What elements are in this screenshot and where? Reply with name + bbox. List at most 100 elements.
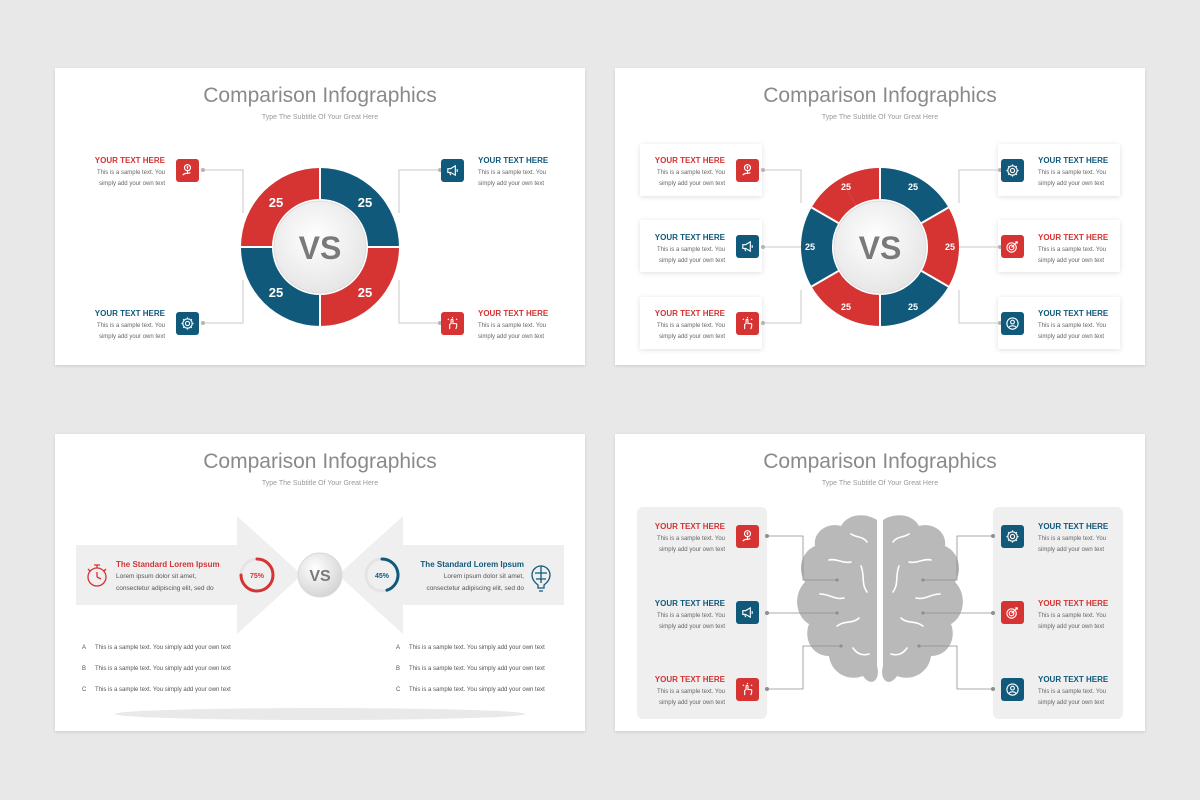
right-percent-arc: [380, 557, 400, 592]
text-block: YOUR TEXT HERE This is a sample text. Yo…: [478, 309, 585, 343]
vs-donut: VS 25 25 25 25: [241, 168, 399, 326]
text-block-line: This is a sample text. You: [1038, 536, 1107, 542]
segment-value: 25: [269, 285, 283, 300]
vs-label: VS: [859, 230, 902, 266]
target-icon: [1001, 235, 1024, 258]
text-block-line: simply add your own text: [1038, 258, 1105, 264]
text-block-heading: YOUR TEXT HERE: [94, 309, 165, 318]
slide-title: Comparison Infographics: [763, 450, 997, 473]
row-letter: C: [396, 687, 401, 693]
text-block: YOUR TEXT HERE This is a sample text. Yo…: [55, 309, 165, 343]
text-block: YOUR TEXT HERE This is a sample text. Yo…: [478, 156, 585, 190]
slide-title: Comparison Infographics: [763, 84, 997, 107]
row-text: This is a sample text. You simply add yo…: [95, 666, 231, 672]
arrow-comparison: VS 75% 45%: [76, 516, 564, 720]
text-block: YOUR TEXT HERE This is a sample text. Yo…: [615, 156, 725, 190]
settings-gear-icon: [1001, 525, 1024, 548]
user-badge-icon: [1001, 312, 1024, 335]
text-block: YOUR TEXT HERE This is a sample text. Yo…: [615, 599, 725, 633]
growth-hand-icon: [736, 159, 759, 182]
text-block-heading: YOUR TEXT HERE: [1038, 675, 1109, 684]
row-text: This is a sample text. You simply add yo…: [95, 645, 231, 651]
segment-value: 25: [841, 302, 851, 312]
text-block: YOUR TEXT HERE This is a sample text. Yo…: [615, 522, 725, 556]
user-badge-icon: [1001, 678, 1024, 701]
megaphone-icon: [736, 235, 759, 258]
text-block-line: simply add your own text: [658, 334, 725, 340]
slide-2: Comparison Infographics Type The Subtitl…: [615, 68, 1145, 365]
donut-segment: [840, 168, 880, 206]
row-letter: A: [82, 645, 87, 651]
text-block: YOUR TEXT HERE This is a sample text. Yo…: [615, 309, 725, 343]
slide-subtitle: Type The Subtitle Of Your Great Here: [261, 480, 379, 487]
text-block-line: simply add your own text: [1038, 700, 1105, 706]
slide-title: Comparison Infographics: [203, 84, 437, 107]
segment-value: 25: [908, 182, 918, 192]
donut-segment: [921, 207, 959, 287]
text-block-line: simply add your own text: [98, 334, 165, 340]
segment-value: 25: [358, 195, 372, 210]
text-block-line: This is a sample text. You: [656, 247, 725, 253]
right-text-line: consectetur adipiscing elit, sed do: [426, 585, 524, 592]
right-arrow: [338, 516, 564, 634]
text-block-line: simply add your own text: [98, 181, 165, 187]
text-block-line: simply add your own text: [658, 181, 725, 187]
text-block-line: This is a sample text. You: [96, 170, 165, 176]
text-block-line: simply add your own text: [1038, 547, 1105, 553]
text-block-heading: YOUR TEXT HERE: [94, 156, 165, 165]
segment-value: 25: [945, 242, 955, 252]
idea-hand-icon: [736, 312, 759, 335]
text-block-heading: YOUR TEXT HERE: [654, 233, 725, 242]
target-icon: [1001, 601, 1024, 624]
settings-gear-icon: [176, 312, 199, 335]
donut-segment: [880, 168, 949, 223]
vs-label: VS: [299, 230, 342, 266]
text-block-heading: YOUR TEXT HERE: [654, 156, 725, 165]
slide-subtitle: Type The Subtitle Of Your Great Here: [261, 114, 379, 121]
text-block-heading: YOUR TEXT HERE: [1038, 233, 1109, 242]
slide-1: Comparison Infographics Type The Subtitl…: [55, 68, 585, 365]
segment-value: 25: [841, 182, 851, 192]
text-block-heading: YOUR TEXT HERE: [1038, 599, 1109, 608]
text-block: YOUR TEXT HERE This is a sample text. Yo…: [1038, 599, 1145, 633]
left-percent-arc: [239, 557, 275, 593]
growth-hand-icon: [736, 525, 759, 548]
text-block-line: This is a sample text. You: [1038, 247, 1107, 253]
text-block: YOUR TEXT HERE This is a sample text. Yo…: [615, 233, 725, 267]
megaphone-icon: [441, 159, 464, 182]
donut-segment-top-right: [320, 168, 399, 247]
stopwatch-icon: [87, 564, 107, 587]
settings-gear-icon: [1001, 159, 1024, 182]
text-block-line: simply add your own text: [478, 334, 545, 340]
text-block-line: simply add your own text: [1038, 334, 1105, 340]
megaphone-icon: [736, 601, 759, 624]
text-block-line: simply add your own text: [658, 624, 725, 630]
text-block-heading: YOUR TEXT HERE: [1038, 309, 1109, 318]
donut-segment: [880, 271, 949, 326]
donut-segment: [811, 271, 880, 326]
text-block-heading: YOUR TEXT HERE: [654, 309, 725, 318]
brain-diagram: [765, 515, 995, 691]
text-block-heading: YOUR TEXT HERE: [654, 675, 725, 684]
donut-segment: [801, 207, 839, 287]
text-block-heading: YOUR TEXT HERE: [654, 522, 725, 531]
row-letter: C: [82, 687, 87, 693]
row-letter: A: [396, 645, 401, 651]
left-text-line: Lorem ipsum dolor sit amet,: [116, 573, 197, 580]
slide-4: Comparison Infographics Type The Subtitl…: [615, 434, 1145, 731]
text-block: YOUR TEXT HERE This is a sample text. Yo…: [1038, 522, 1145, 556]
text-block: YOUR TEXT HERE This is a sample text. Yo…: [1038, 156, 1145, 190]
segment-value: 25: [908, 302, 918, 312]
text-block-line: This is a sample text. You: [1038, 170, 1107, 176]
text-block-heading: YOUR TEXT HERE: [478, 309, 549, 318]
text-block-heading: YOUR TEXT HERE: [1038, 522, 1109, 531]
text-block-line: This is a sample text. You: [656, 170, 725, 176]
vs-donut: VS 25 25 25 25 25 25: [801, 168, 959, 326]
text-block-line: simply add your own text: [658, 700, 725, 706]
idea-hand-icon: [441, 312, 464, 335]
row-letter: B: [82, 666, 87, 672]
text-block: YOUR TEXT HERE This is a sample text. Yo…: [55, 156, 165, 190]
segment-value: 25: [358, 285, 372, 300]
row-text: This is a sample text. You simply add yo…: [95, 687, 231, 693]
segment-value: 25: [269, 195, 283, 210]
